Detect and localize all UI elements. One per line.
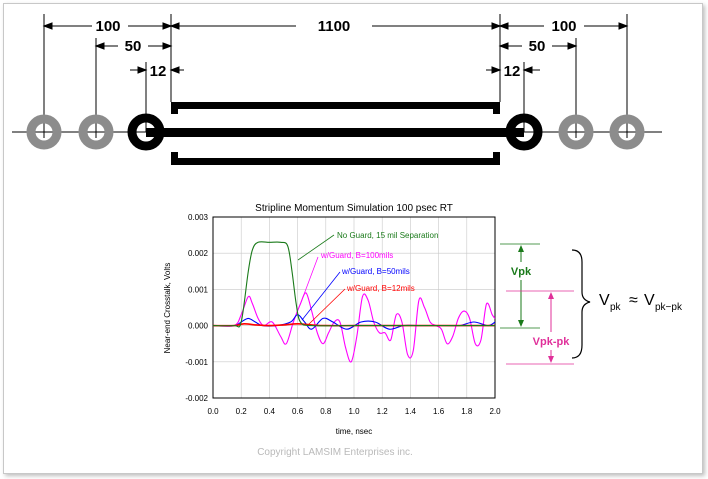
y-tick-labels: 0.003 0.002 0.001 0.000 -0.001 -0.002 bbox=[185, 213, 208, 403]
eq-v1: V bbox=[599, 292, 610, 309]
copyright: Copyright LAMSIM Enterprises inc. bbox=[257, 447, 413, 458]
x-tick-label: 1.2 bbox=[377, 407, 389, 416]
x-tick-label: 1.0 bbox=[348, 407, 360, 416]
series-label-b50: w/Guard, B=50mils bbox=[341, 267, 410, 276]
guard-trace-top-right-end bbox=[493, 102, 500, 114]
series-label-no-guard: No Guard, 15 mil Separation bbox=[337, 231, 438, 240]
via-gray-right-1 bbox=[609, 114, 645, 150]
x-tick-labels: 0.0 0.2 0.4 0.6 0.8 1.0 1.2 1.4 1.6 1.8 2.0 bbox=[207, 407, 501, 416]
eq-approx: ≈ bbox=[629, 292, 638, 309]
vpk-label: Vpk bbox=[511, 266, 532, 278]
x-axis-label: time, nsec bbox=[336, 427, 372, 436]
dim-100-right: 100 bbox=[551, 18, 576, 35]
eq-v2: V bbox=[644, 292, 655, 309]
guard-trace-top-left-end bbox=[171, 102, 178, 114]
brace bbox=[571, 249, 591, 359]
guard-trace-bottom-left-end bbox=[171, 152, 178, 165]
eq-sub-pk: pk bbox=[610, 302, 622, 313]
y-axis-label: Near-end Crosstalk, Volts bbox=[163, 263, 172, 354]
figure-frame bbox=[3, 3, 703, 474]
y-tick-label: 0.000 bbox=[188, 322, 209, 331]
signal-trace bbox=[146, 128, 524, 137]
series-label-b12: w/Guard, B=12mils bbox=[346, 284, 415, 293]
crosstalk-chart: Stripline Momentum Simulation 100 psec R… bbox=[163, 203, 683, 436]
y-tick-label: -0.001 bbox=[185, 358, 208, 367]
eq-sub-pkpk: pk−pk bbox=[655, 302, 683, 313]
dim-50-left: 50 bbox=[125, 38, 142, 55]
stackup-diagram: 100 50 12 1100 100 50 12 bbox=[12, 14, 662, 165]
dim-12-left: 12 bbox=[150, 63, 167, 80]
x-tick-label: 0.8 bbox=[320, 407, 332, 416]
equation: V pk ≈ V pk−pk bbox=[599, 292, 683, 313]
dim-100-left: 100 bbox=[95, 18, 120, 35]
via-gray-right-2 bbox=[558, 114, 594, 150]
guard-trace-bottom-right-end bbox=[493, 152, 500, 165]
guard-trace-bottom bbox=[171, 158, 500, 165]
x-tick-label: 1.6 bbox=[433, 407, 445, 416]
y-tick-label: -0.002 bbox=[185, 394, 208, 403]
series-lines bbox=[212, 241, 496, 363]
y-tick-label: 0.003 bbox=[188, 213, 209, 222]
y-tick-label: 0.002 bbox=[188, 249, 209, 258]
x-tick-label: 0.2 bbox=[236, 407, 248, 416]
vpkpk-label: Vpk-pk bbox=[533, 336, 571, 348]
series-line-1 bbox=[212, 292, 496, 363]
series-line-0 bbox=[212, 241, 495, 328]
vpk-annotation: Vpk bbox=[500, 243, 540, 329]
x-tick-label: 0.0 bbox=[207, 407, 219, 416]
dim-1100: 1100 bbox=[318, 18, 351, 35]
dim-12-right: 12 bbox=[504, 63, 521, 80]
plot-area bbox=[212, 216, 496, 399]
dim-50-right: 50 bbox=[529, 38, 546, 55]
chart-title: Stripline Momentum Simulation 100 psec R… bbox=[255, 203, 453, 214]
guard-trace-top bbox=[171, 102, 500, 109]
x-tick-label: 2.0 bbox=[489, 407, 501, 416]
x-tick-label: 0.4 bbox=[264, 407, 276, 416]
series-label-b100: w/Guard, B=100mils bbox=[320, 251, 393, 260]
via-gray-left-2 bbox=[78, 114, 114, 150]
y-tick-label: 0.001 bbox=[188, 285, 209, 294]
vpkpk-annotation: Vpk-pk bbox=[506, 290, 574, 365]
x-tick-label: 1.8 bbox=[461, 407, 473, 416]
x-tick-label: 0.6 bbox=[292, 407, 304, 416]
via-black-right bbox=[505, 113, 543, 151]
via-gray-left-1 bbox=[26, 114, 62, 150]
x-tick-label: 1.4 bbox=[405, 407, 417, 416]
via-black-left bbox=[127, 113, 165, 151]
